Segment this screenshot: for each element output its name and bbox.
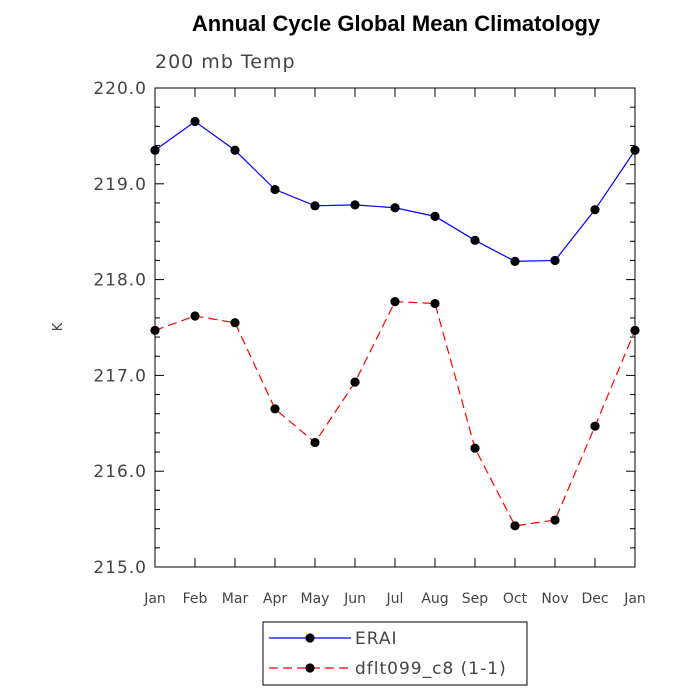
y-tick-label: 216.0 (93, 462, 147, 482)
chart-subtitle: 200 mb Temp (155, 51, 296, 73)
plot-area: 215.0 216.0 217.0 218.0 219.0 220.0 Jan Feb Mar A… (93, 79, 645, 607)
series-1-point (470, 443, 480, 453)
legend-box (262, 621, 528, 686)
series-0-point (390, 203, 400, 213)
legend-marker-1 (305, 663, 315, 673)
legend: ERAI dflt099_c8 (1-1) (262, 621, 528, 686)
x-tick-label: Jan (623, 591, 646, 607)
series-1-point (270, 404, 280, 414)
series-0-point (630, 145, 640, 155)
x-tick-label: Jul (386, 591, 404, 607)
x-tick-label: Jan (143, 591, 166, 607)
series-1-point (590, 421, 600, 431)
series-0-point (550, 255, 560, 266)
x-tick-label: May (301, 591, 330, 607)
series-1-point (310, 437, 320, 448)
series-0-point (350, 200, 360, 210)
chart-title: Annual Cycle Global Mean Climatology (192, 11, 601, 36)
series-0-point (270, 184, 280, 195)
series-0-point (310, 201, 320, 211)
series-1-point (630, 325, 640, 335)
series-0-point (510, 256, 520, 266)
x-tick-label: Mar (222, 591, 249, 607)
x-tick-label: Apr (263, 591, 287, 607)
y-tick-label: 217.0 (93, 366, 147, 386)
series-0-point (230, 145, 240, 155)
series-0-point (590, 205, 600, 215)
y-axis-label: K (51, 322, 66, 331)
series-1-point (230, 318, 240, 328)
series-1-point (510, 521, 520, 531)
x-tick-label: Sep (462, 591, 489, 607)
legend-label-1: dflt099_c8 (1-1) (355, 659, 507, 679)
series-0-point (150, 145, 160, 155)
x-tick-label: Jun (343, 591, 366, 607)
y-tick-label: 220.0 (93, 79, 147, 99)
x-tick-label: Feb (183, 591, 208, 607)
y-tick-label: 215.0 (93, 558, 147, 578)
y-tick-label: 219.0 (93, 175, 147, 195)
x-tick-label: Oct (503, 591, 528, 607)
series-0-point (470, 235, 480, 245)
legend-marker-0 (305, 633, 315, 643)
x-tick-label: Aug (421, 591, 448, 607)
series-1-point (150, 325, 160, 335)
legend-label-0: ERAI (355, 629, 398, 649)
series-line-1 (154, 301, 636, 527)
plot-frame (154, 87, 636, 568)
series-1-point (430, 298, 440, 309)
series-1-point (390, 297, 400, 307)
x-tick-label: Dec (581, 591, 608, 607)
y-tick-label: 218.0 (93, 271, 147, 291)
series-1-point (190, 311, 200, 321)
x-tick-label: Nov (541, 591, 568, 607)
series-1-point (350, 377, 360, 387)
series-0-point (190, 116, 200, 127)
series-line-0 (154, 120, 636, 263)
series-1-point (550, 515, 560, 525)
series-0-point (430, 211, 440, 221)
